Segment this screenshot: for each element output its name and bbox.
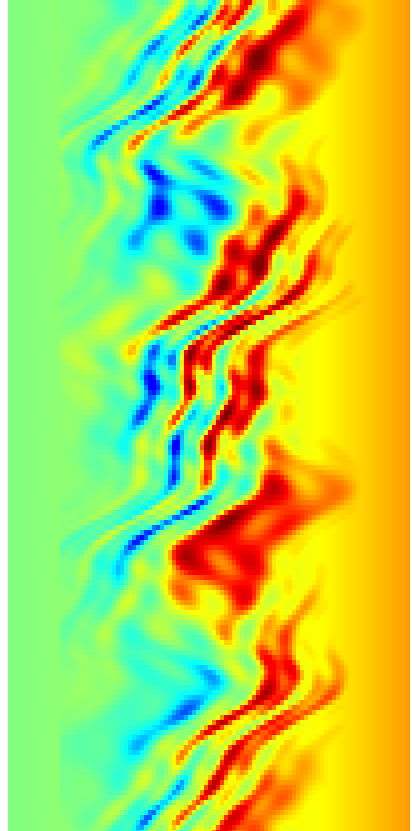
mixing-layer-heatmap bbox=[8, 0, 410, 831]
